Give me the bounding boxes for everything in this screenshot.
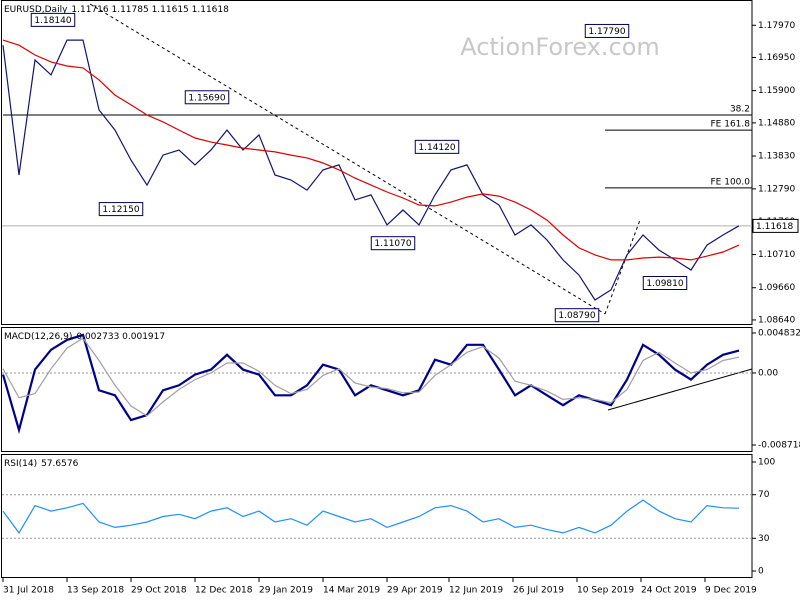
price-label: 1.11070 xyxy=(374,239,411,249)
level-label: FE 100.0 xyxy=(711,177,751,187)
x-tick-label: 29 Apr 2019 xyxy=(387,586,443,596)
series-line xyxy=(2,337,740,417)
x-tick-label: 24 Oct 2019 xyxy=(641,586,697,596)
series-line xyxy=(2,39,740,261)
y-tick-label: 1.12790 xyxy=(758,184,795,194)
x-tick-label: 31 Jul 2018 xyxy=(3,586,54,596)
trendline xyxy=(607,368,753,411)
x-tick-label: 29 Oct 2018 xyxy=(131,586,187,596)
x-tick-label: 12 Dec 2018 xyxy=(195,586,253,596)
y-tick-label: 1.09660 xyxy=(758,283,795,293)
y-tick-label: 0 xyxy=(758,567,764,577)
price-label-box xyxy=(554,308,600,323)
y-tick-label: 1.16950 xyxy=(758,53,795,63)
price-label-box xyxy=(584,23,630,38)
y-tick-label: -0.008718 xyxy=(758,441,800,451)
y-tick-label: 1.15900 xyxy=(758,86,795,96)
price-label-box xyxy=(370,236,416,251)
panel-frame xyxy=(1,0,753,325)
panel-title: RSI(14) xyxy=(4,459,37,469)
panel-title: MACD(12,26,9) xyxy=(4,332,72,342)
current-price: 1.11618 xyxy=(756,222,793,232)
x-tick-label: 13 Sep 2018 xyxy=(67,586,124,596)
price-label-box xyxy=(184,90,230,105)
series-line xyxy=(2,39,740,301)
y-tick-label: 1.13830 xyxy=(758,152,795,162)
price-label-box xyxy=(414,139,460,154)
price-label: 1.12150 xyxy=(102,205,139,215)
x-tick-label: 26 Jul 2019 xyxy=(513,586,564,596)
y-tick-label: 100 xyxy=(758,458,775,468)
x-tick-label: 12 Jun 2019 xyxy=(449,586,503,596)
price-label-box xyxy=(642,275,688,290)
level-label: 38.2 xyxy=(730,104,750,114)
series-line xyxy=(2,499,740,534)
y-tick-label: 70 xyxy=(758,490,770,500)
panel-value: 0.002733 0.001917 xyxy=(76,332,165,342)
y-tick-label: 1.10710 xyxy=(758,250,795,260)
current-price-box xyxy=(752,218,799,233)
panel-header: MACD(12,26,9) 0.002733 0.001917 xyxy=(4,332,165,342)
x-tick-label: 29 Jan 2019 xyxy=(259,586,313,596)
panel-header: RSI(14) 57.6576 xyxy=(4,459,79,469)
price-label: 1.18140 xyxy=(34,16,71,26)
y-tick-label: 1.17970 xyxy=(758,21,795,31)
series-line xyxy=(1,333,740,435)
watermark: ActionForex.com xyxy=(460,33,660,61)
trendline xyxy=(604,219,641,315)
price-label: 1.08790 xyxy=(558,311,595,321)
y-tick-label: 30 xyxy=(758,534,770,544)
panel-value: 1.11716 1.11785 1.11615 1.11618 xyxy=(71,5,229,15)
x-tick-label: 10 Sep 2019 xyxy=(577,586,634,596)
level-label: FE 161.8 xyxy=(711,120,751,130)
panel-frame xyxy=(1,454,753,578)
x-tick-label: 14 Mar 2019 xyxy=(323,586,380,596)
panel-value: 57.6576 xyxy=(41,459,78,469)
panel-header: EURUSD,Daily 1.11716 1.11785 1.11615 1.11… xyxy=(4,5,229,15)
y-tick-label: 0.00 xyxy=(758,368,778,378)
price-label-box xyxy=(98,202,144,217)
trendline xyxy=(89,3,606,315)
price-label-box xyxy=(30,12,76,27)
panel-frame xyxy=(1,327,753,452)
price-label: 1.15690 xyxy=(188,93,225,103)
price-label: 1.14120 xyxy=(418,143,455,153)
price-label: 1.09810 xyxy=(646,279,683,289)
panel-title: EURUSD,Daily xyxy=(4,5,68,15)
y-tick-label: 1.08640 xyxy=(758,315,795,325)
y-tick-label: 0.004832 xyxy=(758,329,800,339)
y-tick-label: 1.14880 xyxy=(758,118,795,128)
price-label: 1.17790 xyxy=(588,27,625,37)
x-tick-label: 9 Dec 2019 xyxy=(705,586,757,596)
